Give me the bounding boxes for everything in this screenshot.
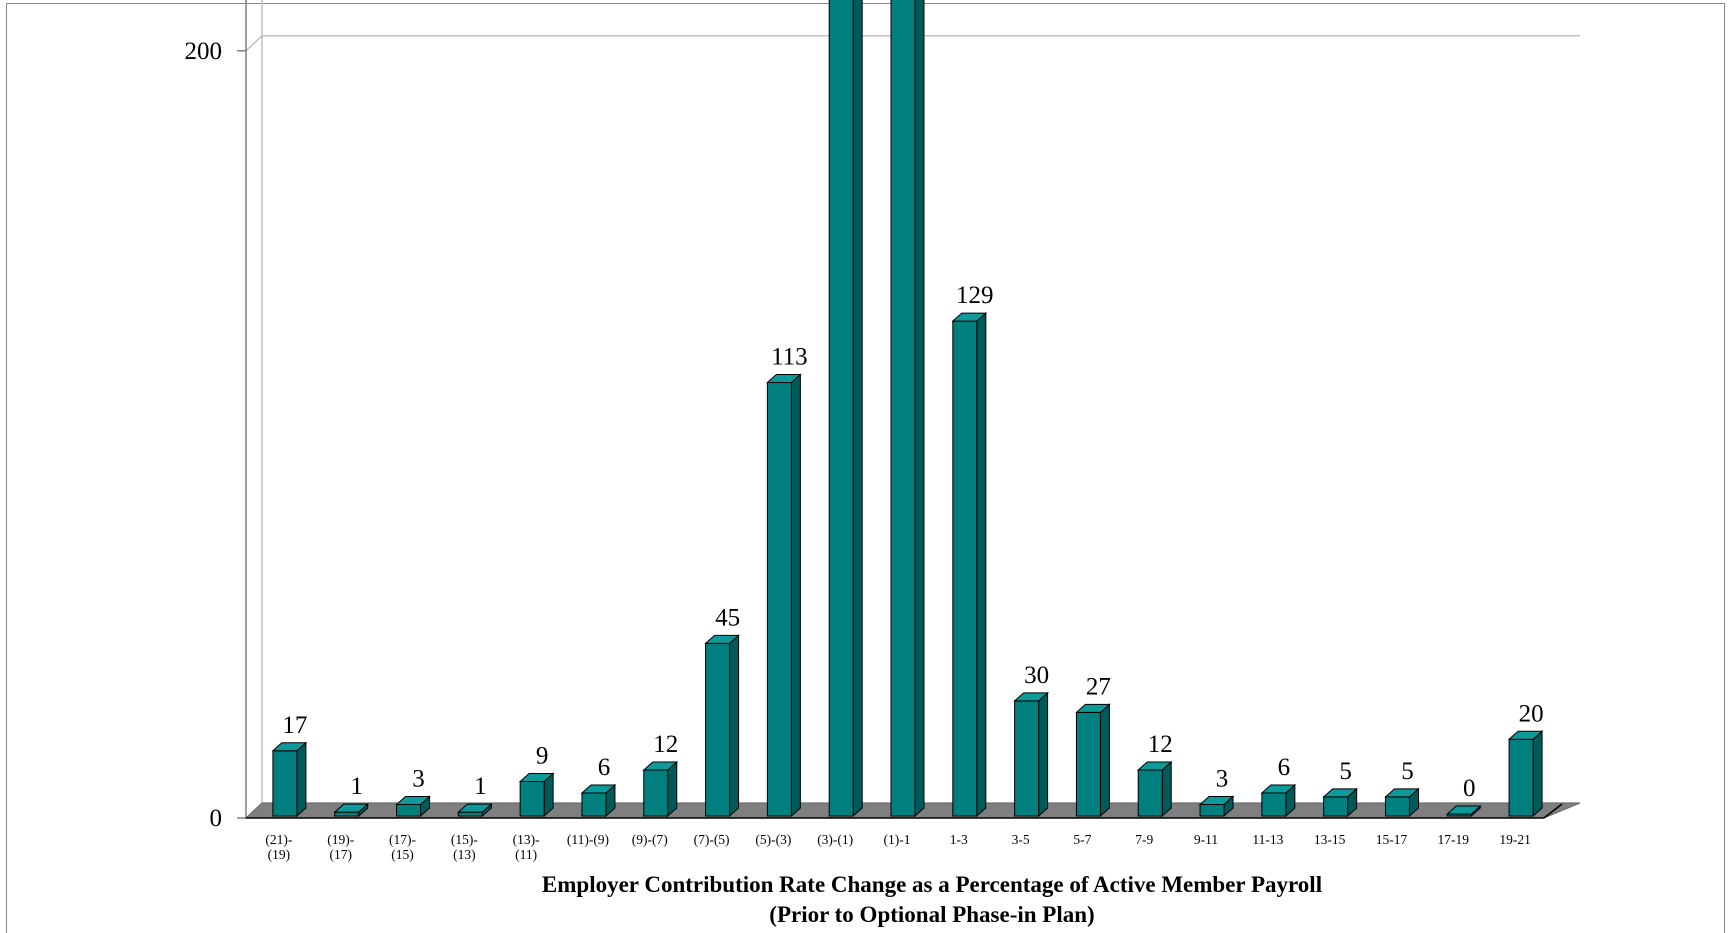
x-tick-label: 15-17 xyxy=(1376,832,1408,847)
x-tick-label: 11-13 xyxy=(1252,832,1283,847)
y-tick-label: 200 xyxy=(185,38,223,65)
x-tick-label: 13-15 xyxy=(1314,832,1346,847)
bars-layer xyxy=(271,0,1544,818)
bar xyxy=(1013,691,1049,818)
bar xyxy=(890,0,925,818)
bar xyxy=(333,803,370,818)
bar xyxy=(271,741,308,818)
x-axis-label-subtitle: (Prior to Optional Phase-in Plan) xyxy=(769,902,1094,927)
data-label: 6 xyxy=(1278,754,1291,781)
x-tick-label: (11)-(9) xyxy=(567,832,609,847)
bar xyxy=(580,783,617,818)
x-axis-label: Employer Contribution Rate Change as a P… xyxy=(542,872,1322,897)
x-tick-label: (17)-(15) xyxy=(389,832,416,862)
bar xyxy=(642,760,679,818)
x-tick-label: (1)-1 xyxy=(884,832,911,847)
chart-frame xyxy=(6,3,1725,933)
data-label: 5 xyxy=(1401,758,1414,785)
x-tick-label: 17-19 xyxy=(1438,832,1470,847)
data-label: 1 xyxy=(350,773,363,800)
x-tick-label: (19)-(17) xyxy=(327,832,354,862)
x-tick-label: (13)-(11) xyxy=(513,832,540,862)
bar xyxy=(457,803,493,818)
x-tick-label: (5)-(3) xyxy=(755,832,791,847)
bar xyxy=(1507,730,1544,818)
data-label: 5 xyxy=(1339,758,1352,785)
data-label: 3 xyxy=(1216,765,1229,792)
data-label: 12 xyxy=(1148,731,1173,758)
x-tick-label: (9)-(7) xyxy=(632,832,668,847)
data-label: 45 xyxy=(715,604,740,631)
data-label: 17 xyxy=(282,712,307,739)
x-tick-label: (15)-(13) xyxy=(451,832,478,862)
data-label: 129 xyxy=(956,282,994,309)
bar xyxy=(395,795,431,818)
x-axis-edge xyxy=(1543,803,1563,819)
x-tick-label: 19-21 xyxy=(1499,832,1531,847)
data-label: 9 xyxy=(536,742,549,769)
bar xyxy=(518,772,555,818)
data-label: 6 xyxy=(598,754,611,781)
bar xyxy=(1075,703,1111,818)
bar xyxy=(1384,787,1420,818)
x-tick-label: (3)-(1) xyxy=(817,832,853,847)
data-label: 1 xyxy=(474,773,487,800)
y-tick-label: 0 xyxy=(210,805,223,832)
data-labels: 1713196124511394919031293027123655020 xyxy=(282,282,1544,802)
x-tick-label: 1-3 xyxy=(950,832,968,847)
data-label: 20 xyxy=(1519,700,1544,727)
x-axis-ticks: (21)-(19) (19)-(17) (17)-(15) (15)-(13) (13)… xyxy=(265,832,1530,862)
x-tick-label: 5-7 xyxy=(1073,832,1091,847)
bar xyxy=(1136,760,1173,818)
data-label: 0 xyxy=(1463,775,1476,802)
data-label: 27 xyxy=(1086,673,1111,700)
data-label: 12 xyxy=(653,731,678,758)
data-label: 113 xyxy=(771,344,808,371)
bar xyxy=(1198,795,1235,818)
data-label: 3 xyxy=(412,765,425,792)
y-axis-ticks: 0200400600800100012001400160018002000 xyxy=(185,38,223,832)
bar xyxy=(1322,787,1358,818)
bar xyxy=(766,373,802,818)
data-label: 30 xyxy=(1024,662,1049,689)
bar xyxy=(951,312,988,818)
bar xyxy=(828,0,863,818)
x-tick-label: 7-9 xyxy=(1135,832,1153,847)
bar xyxy=(704,634,740,818)
bar xyxy=(1445,804,1482,818)
bar xyxy=(1260,783,1297,818)
x-tick-label: (7)-(5) xyxy=(694,832,730,847)
x-tick-label: (21)-(19) xyxy=(265,832,292,862)
x-tick-label: 9-11 xyxy=(1194,832,1218,847)
x-tick-label: 3-5 xyxy=(1012,832,1030,847)
